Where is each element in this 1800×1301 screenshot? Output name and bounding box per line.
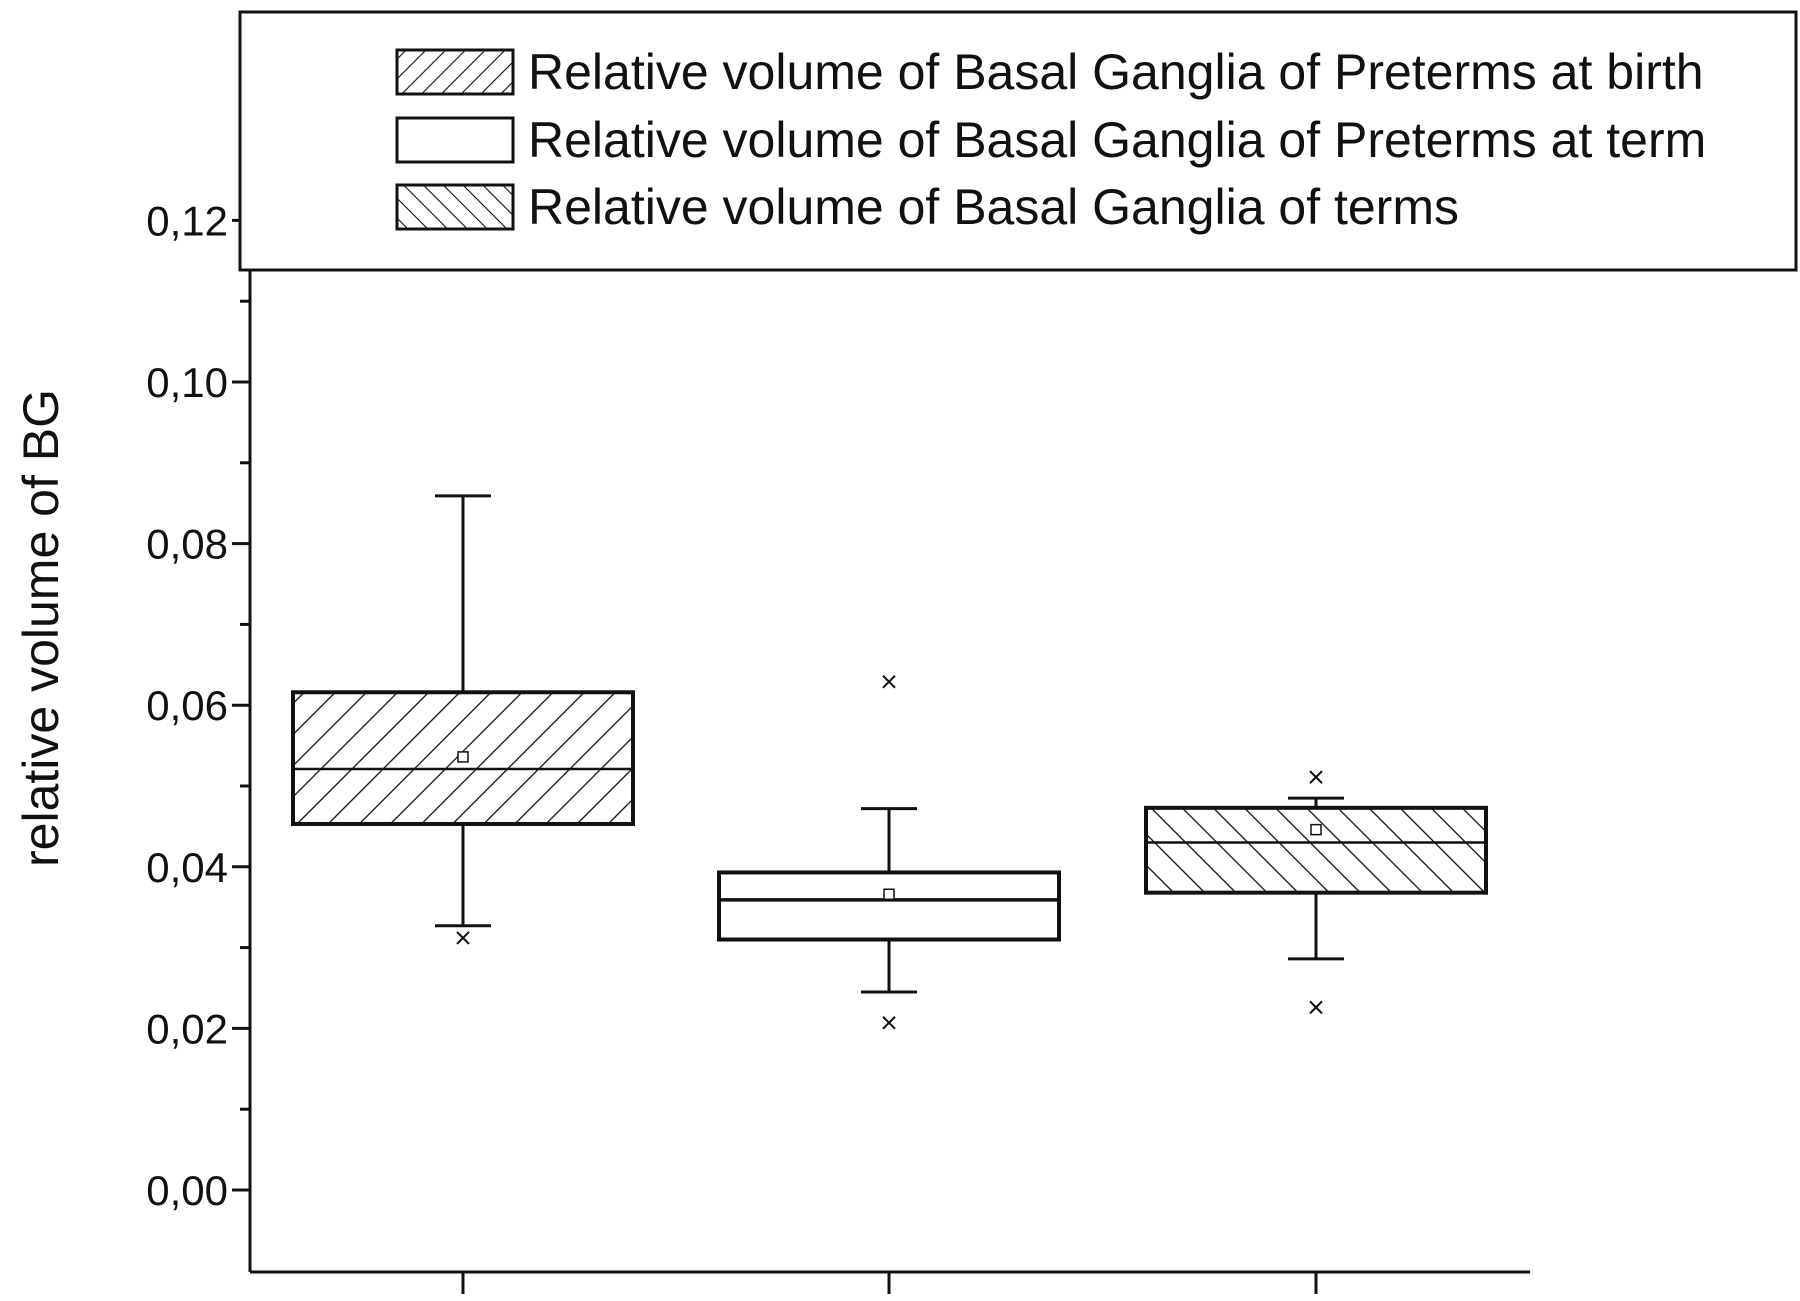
mean-marker [883,888,895,901]
legend-swatch [395,116,515,164]
box-2 [717,675,1061,1294]
legend-label: Relative volume of Basal Ganglia of Pret… [528,112,1706,168]
box-1 [291,494,635,1294]
box-series [291,494,1488,1294]
y-axis-ticks [232,218,250,1192]
y-tick-label: 0,06 [146,682,228,729]
mean-marker [457,751,469,763]
outlier-marker [882,1016,896,1030]
legend: Relative volume of Basal Ganglia of Pret… [238,10,1798,272]
y-tick-label: 0,04 [146,844,228,891]
interquartile-box [717,870,1061,942]
y-axis-title: relative volume of BG [13,389,69,867]
mean-marker [1310,823,1322,836]
outlier-marker [456,931,470,945]
legend-swatch [395,183,515,231]
y-tick-label: 0,08 [146,521,228,568]
legend-swatch [395,48,515,96]
outlier-marker [1309,770,1323,784]
legend-label: Relative volume of Basal Ganglia of term… [528,179,1459,235]
y-tick-label: 0,02 [146,1005,228,1052]
y-tick-label: 0,12 [146,197,228,244]
y-tick-label: 0,00 [146,1167,228,1214]
outlier-marker [882,675,896,689]
outlier-marker [1309,1000,1323,1015]
legend-label: Relative volume of Basal Ganglia of Pret… [528,44,1704,100]
box-3 [1144,770,1488,1294]
interquartile-box [1144,805,1488,895]
y-tick-label: 0,10 [146,359,228,406]
y-axis-tick-labels: 0,12 0,10 0,08 0,06 0,04 0,02 0,00 [146,197,228,1214]
